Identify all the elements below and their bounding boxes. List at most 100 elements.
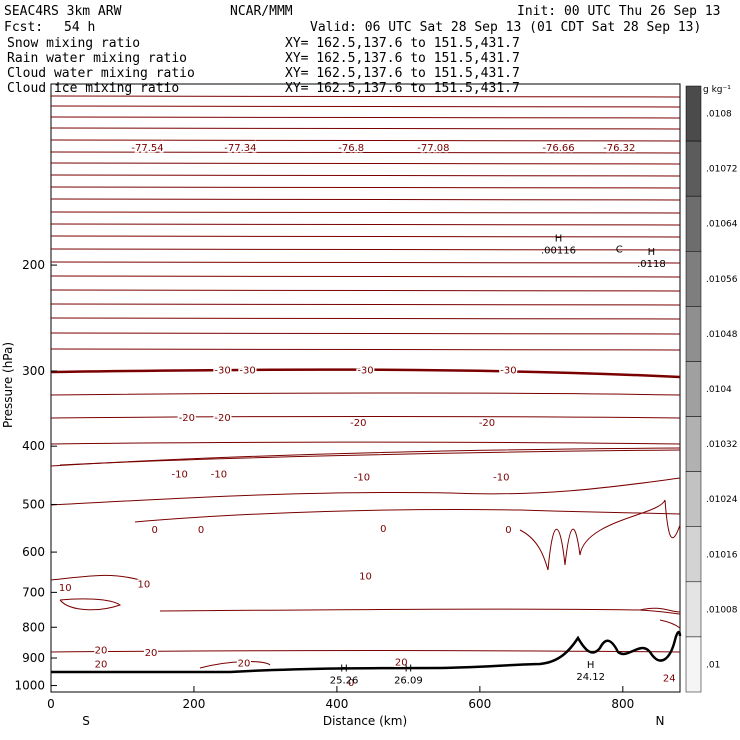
- contour-label: -10: [171, 470, 187, 481]
- colorbar-label: .01032: [706, 440, 738, 450]
- extremum-value: 26.09: [394, 676, 423, 687]
- isotherm: [50, 392, 681, 396]
- extremum-marker: H: [555, 234, 563, 245]
- isotherm: [50, 441, 681, 445]
- legend-label: Rain water mixing ratio: [7, 51, 187, 66]
- colorbar-label: .01024: [706, 495, 738, 505]
- isotherm: [50, 235, 681, 238]
- isotherm: [159, 608, 681, 615]
- colorbar-swatch: [685, 636, 702, 693]
- isotherm: [50, 348, 681, 351]
- contour-label: -77.08: [417, 143, 449, 154]
- colorbar-swatch: [685, 251, 702, 307]
- isotherm: [50, 261, 681, 264]
- contour-label: -20: [179, 413, 195, 424]
- isotherm: [50, 127, 681, 130]
- y-tick-label: 800: [22, 620, 45, 634]
- y-axis-title: Pressure (hPa): [1, 342, 15, 428]
- valid-time: Valid: 06 UTC Sat 28 Sep 13 (01 CDT Sat …: [310, 20, 701, 35]
- legend-xy: XY= 162.5,137.6 to 151.5,431.7: [285, 36, 520, 51]
- legend-label: Snow mixing ratio: [7, 36, 140, 51]
- contour-label: 20: [95, 660, 108, 671]
- isotherm: [50, 317, 681, 320]
- isotherm: [50, 211, 681, 214]
- x-axis-title: Distance (km): [323, 714, 407, 728]
- colorbar-label: .0104: [706, 385, 732, 395]
- x-tick-label: 0: [47, 697, 55, 711]
- colorbar-label: .01072: [706, 165, 738, 175]
- extremum-marker: H: [648, 247, 656, 258]
- model-title: SEAC4RS 3km ARW: [4, 4, 122, 19]
- isotherm: [50, 198, 681, 201]
- x-tick-label: 200: [183, 697, 206, 711]
- colorbar-unit: g kg⁻¹: [703, 85, 731, 95]
- y-tick-label: 1000: [14, 679, 45, 693]
- colorbar-swatch: [685, 471, 702, 527]
- axes: 0 200 400 600 800200300400500600700800900100…: [1, 258, 664, 728]
- contour-label: 20: [145, 648, 158, 659]
- isotherm: [199, 661, 271, 669]
- terrain-line: [51, 630, 682, 674]
- isotherm: [50, 289, 681, 292]
- init-time: Init: 00 UTC Thu 26 Sep 13: [517, 4, 721, 19]
- contour-label: 10: [359, 571, 372, 582]
- contour-label: -10: [211, 470, 227, 481]
- extremum-marker: H: [340, 664, 348, 675]
- y-tick-label: 700: [22, 585, 45, 599]
- x-tick-label: 400: [325, 697, 348, 711]
- legend-xy: XY= 162.5,137.6 to 151.5,431.7: [285, 51, 520, 66]
- fcst-label: Fcst:: [4, 20, 43, 35]
- isotherm: [50, 223, 681, 226]
- isotherm: [659, 619, 681, 629]
- isotherm: [50, 95, 681, 98]
- extremum-marker: H: [405, 664, 413, 675]
- extremum-value: 24.12: [576, 672, 605, 683]
- contour-label: 0: [348, 678, 354, 689]
- contour-label: 0: [380, 524, 386, 535]
- extremum-value: .00116: [541, 246, 576, 257]
- contour-label: -77.54: [131, 143, 163, 154]
- fcst-value: 54 h: [64, 20, 95, 35]
- isotherm: [639, 607, 681, 613]
- isotherm: [50, 574, 141, 581]
- contour-label: 10: [138, 579, 151, 590]
- colorbar-swatch: [685, 140, 702, 197]
- ground-surface: [51, 630, 682, 674]
- isotherm: [50, 275, 681, 278]
- legend-label: Cloud water mixing ratio: [7, 66, 195, 81]
- y-tick-label: 300: [22, 364, 45, 378]
- colorbar-label: .01: [706, 660, 720, 670]
- extremum-marker: C: [616, 244, 623, 255]
- x-end-left: S: [82, 714, 90, 728]
- colorbar-swatch: [685, 526, 702, 583]
- isotherm: [50, 303, 681, 306]
- contour-label: 20: [395, 657, 408, 668]
- freezing-level: [50, 368, 681, 379]
- isotherm-wavy: [519, 499, 681, 571]
- isotherm: [50, 105, 681, 108]
- contour-label: -10: [493, 473, 509, 484]
- colorbar: .0108 .01072 .01064 .01056 .01048 .0104 .01032…: [685, 85, 738, 693]
- colorbar-label: .0108: [706, 110, 732, 120]
- contour-label: 24: [663, 673, 676, 684]
- legend-xy: XY= 162.5,137.6 to 151.5,431.7: [285, 81, 520, 96]
- x-end-right: N: [656, 714, 665, 728]
- colorbar-swatch: [685, 85, 702, 142]
- isotherm: [50, 477, 681, 506]
- isotherm: [50, 174, 681, 177]
- isotherm: [134, 509, 681, 523]
- contour-label: -20: [479, 418, 495, 429]
- isotherm: [50, 139, 681, 142]
- contour-label: -76.32: [603, 143, 635, 154]
- contour-label: 20: [238, 658, 251, 669]
- y-tick-label: 500: [22, 497, 45, 511]
- isotherm: [50, 332, 681, 335]
- isotherm: [59, 449, 681, 466]
- extremum-value: 25.26: [330, 676, 359, 687]
- colorbar-swatch: [685, 195, 702, 252]
- plot-frame: [50, 83, 681, 693]
- contour-labels: -77.54 -77.34 -76.8 -77.08 -76.66 -76.32 -30 -3…: [57, 141, 677, 690]
- contour-label: -10: [354, 473, 370, 484]
- colorbar-swatch: [685, 581, 702, 638]
